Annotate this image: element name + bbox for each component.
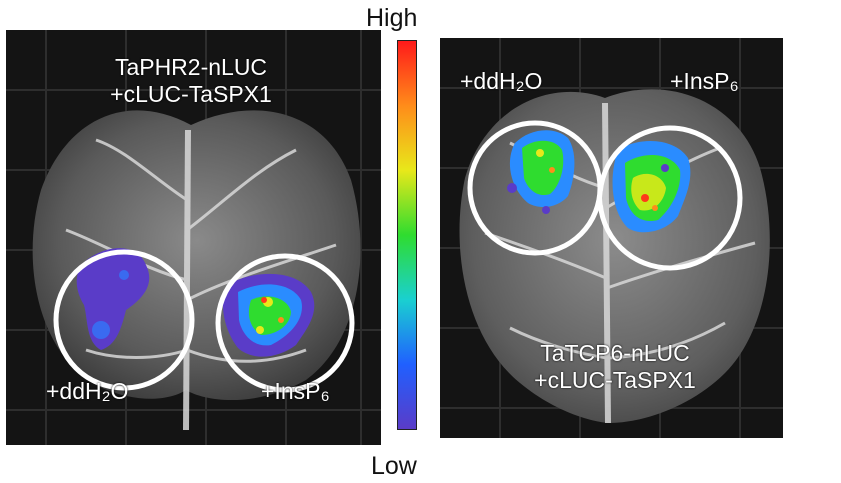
right-leaf-image-panel: +ddH₂O +InsP₆ TaTCP6-nLUC +cLUC-TaSPX1 (440, 38, 783, 438)
luminescence-signal-ddh2o (507, 130, 575, 214)
leaf-shape (32, 110, 361, 401)
luminescence-signal-insp6 (223, 273, 315, 357)
luminescence-signal-ddh2o (76, 248, 150, 350)
ddh2o-infiltration-circle (53, 249, 195, 391)
right-construct-line1: TaTCP6-nLUC (540, 340, 690, 366)
luminescence-signal-insp6 (612, 140, 691, 233)
colorbar-low-label: Low (371, 452, 417, 480)
left-leaf-svg (6, 30, 381, 445)
leaf-veins (65, 129, 337, 431)
right-construct-label: TaTCP6-nLUC +cLUC-TaSPX1 (480, 340, 750, 394)
left-ddh2o-label: +ddH₂O (46, 378, 129, 404)
right-construct-line2: +cLUC-TaSPX1 (534, 367, 696, 393)
luminescence-colorbar (397, 40, 417, 430)
left-construct-line2: +cLUC-TaSPX1 (110, 81, 272, 107)
colorbar-high-label: High (366, 4, 418, 32)
right-ddh2o-label: +ddH₂O (460, 68, 543, 94)
insp6-infiltration-circle (215, 253, 355, 393)
right-leaf-svg (440, 38, 783, 438)
left-construct-line1: TaPHR2-nLUC (114, 54, 268, 80)
right-insp6-label: +InsP₆ (670, 68, 739, 94)
left-leaf-image-panel: TaPHR2-nLUC +cLUC-TaSPX1 +ddH₂O +InsP₆ (6, 30, 381, 445)
insp6-infiltration-circle (597, 125, 743, 271)
left-construct-label: TaPHR2-nLUC +cLUC-TaSPX1 (66, 54, 316, 108)
left-insp6-label: +InsP₆ (261, 378, 330, 404)
